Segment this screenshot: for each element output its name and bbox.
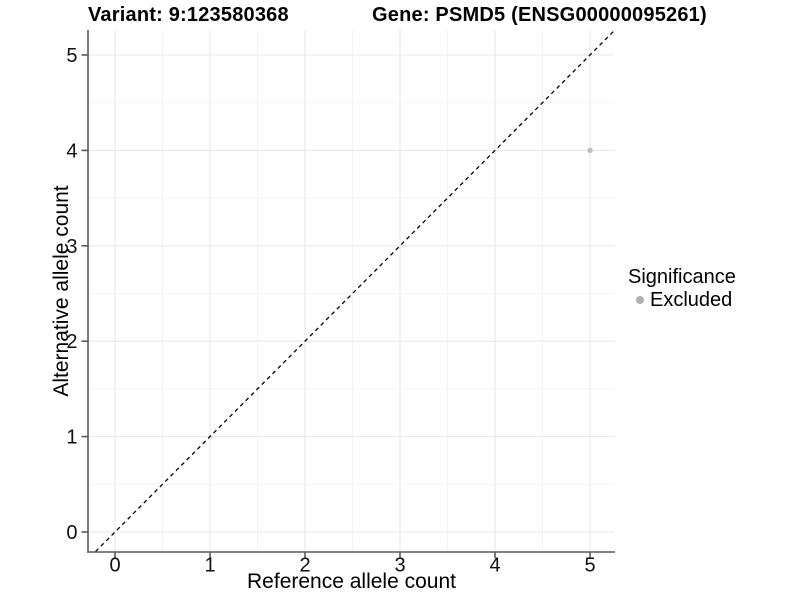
x-tick-labels: 0 1 2 3 4 5: [109, 555, 595, 577]
legend-point-icon: [636, 296, 644, 304]
x-tick-label: 5: [584, 555, 595, 577]
x-tick-label: 1: [204, 555, 215, 577]
gridlines-major: [88, 30, 615, 552]
gridlines-minor: [88, 30, 615, 552]
y-axis-title: Alternative allele count: [50, 185, 73, 397]
x-axis-title: Reference allele count: [247, 570, 456, 593]
x-tick-label: 0: [109, 555, 120, 577]
y-tick-label: 0: [66, 522, 77, 544]
y-tick-labels: 0 1 2 3 4 5: [66, 45, 77, 544]
plot-title-variant: Variant: 9:123580368: [88, 4, 289, 26]
y-tick-label: 2: [66, 331, 77, 353]
legend-title: Significance: [628, 266, 736, 288]
axis-lines: [87, 30, 615, 553]
plot-title-gene: Gene: PSMD5 (ENSG00000095261): [372, 4, 707, 26]
axis-ticks: [81, 54, 591, 559]
y-tick-label: 4: [66, 140, 77, 162]
legend-item-label: Excluded: [650, 289, 733, 311]
legend: Significance Excluded: [628, 266, 736, 311]
legend-item-excluded: Excluded: [628, 289, 736, 311]
x-tick-label: 3: [394, 555, 405, 577]
y-tick-label: 5: [66, 45, 77, 67]
y-tick-label: 1: [66, 427, 77, 449]
x-tick-label: 4: [489, 555, 500, 577]
identity-dashed-line: [94, 30, 615, 552]
y-tick-label: 3: [66, 236, 77, 258]
data-point: [587, 147, 593, 154]
x-tick-label: 2: [299, 555, 310, 577]
